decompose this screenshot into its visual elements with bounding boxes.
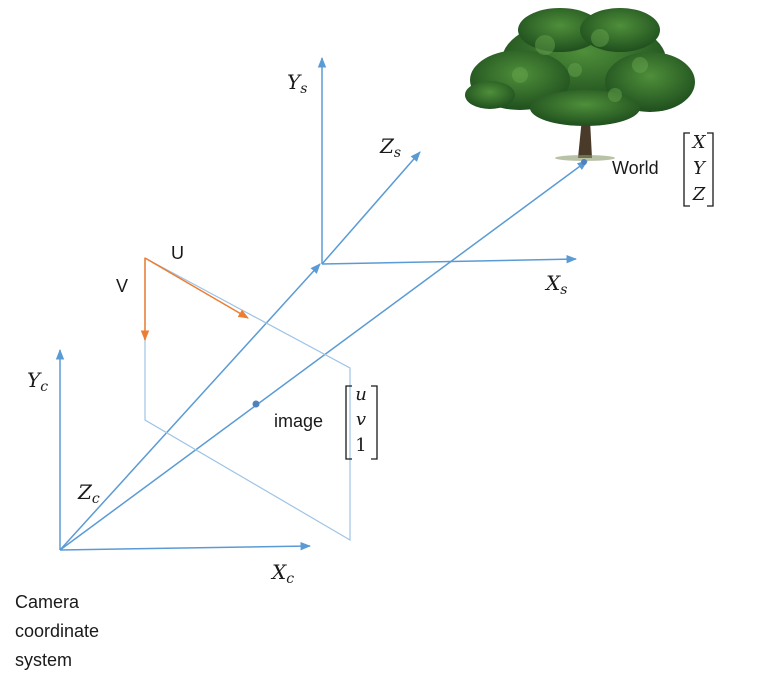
world-vector-z: Z <box>692 184 706 205</box>
xc-axis <box>59 541 312 551</box>
zs-label: Zs <box>380 134 402 161</box>
zs-axis <box>321 151 421 265</box>
xs-label: Xs <box>546 271 568 298</box>
image-label: image <box>274 411 324 431</box>
image-plane <box>144 256 351 542</box>
image-vector-v: v <box>355 409 367 430</box>
image-vector-u: u <box>355 384 367 405</box>
world-vector-x: X <box>692 132 706 153</box>
camera-caption: Camera coordinate system <box>15 588 99 675</box>
u-axis-label: U <box>171 243 184 263</box>
camera-caption-line-3: system <box>15 650 73 670</box>
zc-ray-to-world-origin <box>59 263 321 551</box>
xs-axis <box>321 254 578 265</box>
yc-label: Yc <box>27 368 49 395</box>
camera-caption-line-1: Camera <box>15 592 80 612</box>
image-vector-brackets <box>345 385 378 460</box>
v-axis-label: V <box>116 276 129 296</box>
ys-label: Ys <box>287 70 308 97</box>
world-vector-brackets <box>683 132 714 207</box>
xc-label: Xc <box>272 560 295 587</box>
world-vector-y: Y <box>693 158 705 179</box>
image-vector-1: 1 <box>355 435 367 456</box>
tree-image <box>465 8 695 161</box>
world-point <box>581 159 587 165</box>
projection-ray-to-world-point <box>59 160 588 551</box>
world-label: World <box>612 158 659 178</box>
image-point <box>252 400 260 408</box>
u-axis <box>144 257 249 319</box>
zc-label: Zc <box>78 480 100 507</box>
camera-caption-line-2: coordinate <box>15 621 100 641</box>
